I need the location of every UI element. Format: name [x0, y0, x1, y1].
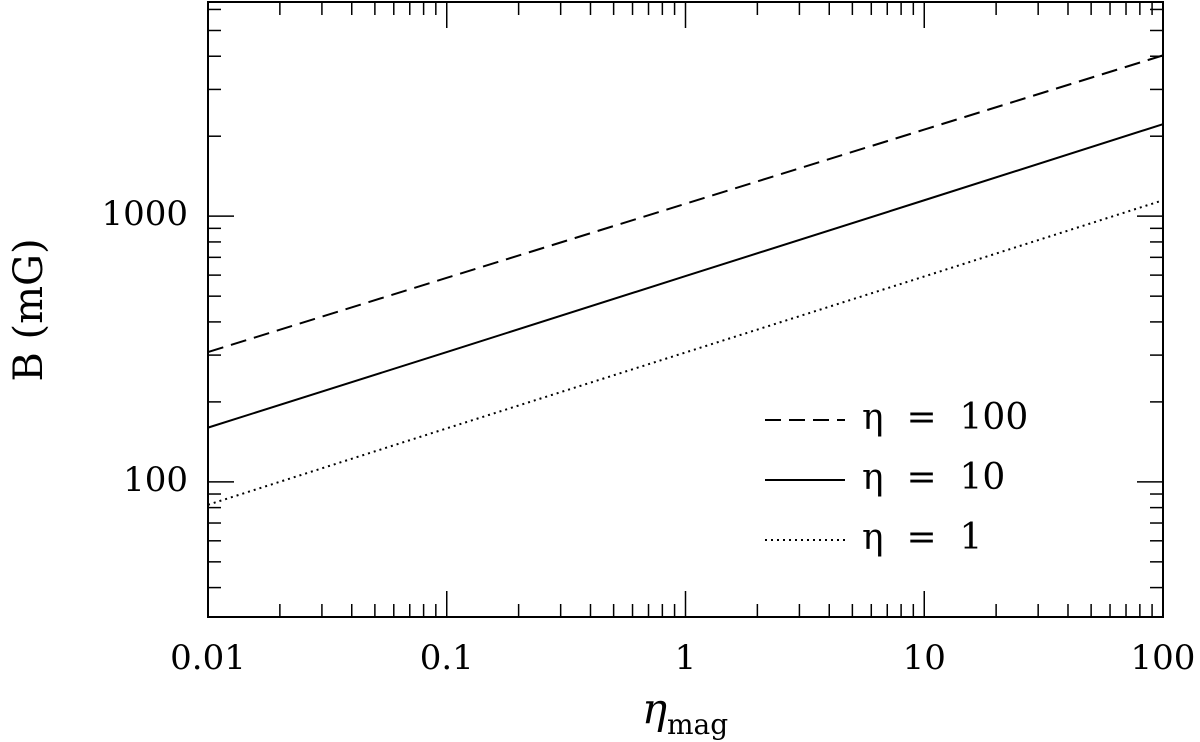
- x-axis-subscript: mag: [667, 708, 728, 741]
- legend-label: η = 10: [862, 457, 1005, 498]
- series-line: [207, 54, 1164, 354]
- series-line: [207, 199, 1164, 506]
- x-tick-label: 0.01: [170, 638, 246, 678]
- y-tick-label: 1000: [101, 194, 188, 234]
- legend-label: η = 100: [862, 397, 1028, 438]
- plot-frame: [207, 1, 1164, 618]
- y-tick-label: 100: [123, 460, 188, 500]
- x-axis-symbol: η: [642, 684, 667, 733]
- x-tick-label: 10: [903, 638, 946, 678]
- series-line: [207, 123, 1164, 429]
- y-axis-label: B (mG): [6, 238, 52, 381]
- legend-label: η = 1: [862, 517, 982, 558]
- x-tick-label: 100: [1131, 638, 1196, 678]
- x-axis-label: ηmag: [642, 684, 728, 741]
- x-tick-label: 0.1: [420, 638, 474, 678]
- x-tick-label: 1: [675, 638, 697, 678]
